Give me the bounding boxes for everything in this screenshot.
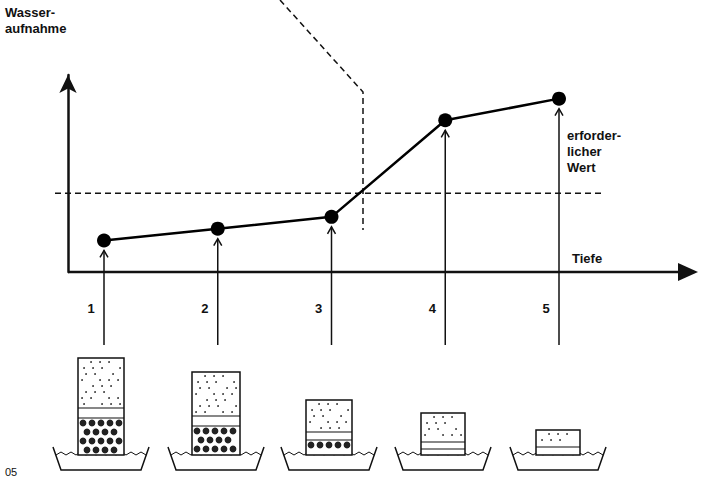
svg-text:1: 1 xyxy=(87,301,94,316)
svg-text:05: 05 xyxy=(5,466,17,478)
svg-text:2: 2 xyxy=(201,301,208,316)
svg-text:5: 5 xyxy=(542,301,549,316)
svg-text:4: 4 xyxy=(429,301,437,316)
svg-text:aufnahme: aufnahme xyxy=(5,21,66,36)
svg-text:Wasser-: Wasser- xyxy=(5,5,55,20)
svg-text:Tiefe: Tiefe xyxy=(572,251,602,266)
svg-text:erforder-: erforder- xyxy=(567,128,621,143)
svg-text:licher: licher xyxy=(567,144,602,159)
svg-text:3: 3 xyxy=(315,301,322,316)
svg-text:Wert: Wert xyxy=(567,160,596,175)
